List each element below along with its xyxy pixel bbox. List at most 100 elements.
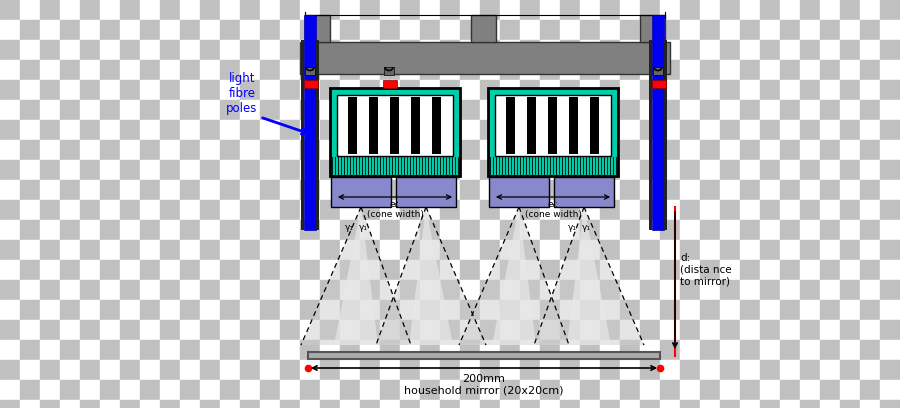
Bar — [680, 160, 700, 180]
Bar — [380, 200, 400, 220]
Bar — [580, 320, 600, 340]
Bar — [260, 40, 280, 60]
Bar — [100, 320, 120, 340]
Bar — [640, 140, 660, 160]
Bar — [320, 200, 340, 220]
Bar — [400, 280, 420, 300]
Bar — [548, 97, 557, 154]
Bar — [780, 180, 800, 200]
Bar — [480, 80, 500, 100]
Bar — [560, 40, 580, 60]
Bar — [160, 240, 180, 260]
Bar — [420, 180, 440, 200]
Bar — [820, 220, 840, 240]
Bar — [840, 240, 860, 260]
Bar — [260, 160, 280, 180]
Bar — [460, 180, 480, 200]
Bar — [500, 20, 520, 40]
Bar — [840, 280, 860, 300]
Bar — [300, 280, 320, 300]
Bar — [320, 260, 340, 280]
Bar — [260, 0, 280, 20]
Bar — [800, 180, 820, 200]
Bar — [0, 100, 20, 120]
Bar — [400, 160, 420, 180]
Bar — [580, 280, 600, 300]
Bar — [180, 360, 200, 380]
Bar — [420, 20, 440, 40]
Bar — [300, 380, 320, 400]
Bar — [340, 320, 360, 340]
Bar — [200, 200, 220, 220]
Bar — [760, 280, 780, 300]
Bar — [720, 340, 740, 360]
Bar — [660, 20, 680, 40]
Bar — [840, 180, 860, 200]
Bar — [780, 120, 800, 140]
Bar — [0, 40, 20, 60]
Bar — [740, 60, 760, 80]
Bar — [400, 360, 420, 380]
Bar — [220, 60, 240, 80]
Bar — [200, 300, 220, 320]
Bar — [840, 160, 860, 180]
Bar — [460, 360, 480, 380]
Bar — [440, 380, 460, 400]
Bar — [860, 80, 880, 100]
Bar — [40, 100, 60, 120]
Bar — [700, 200, 720, 220]
Bar — [120, 60, 140, 80]
Bar — [600, 300, 620, 320]
Bar — [880, 160, 900, 180]
Bar — [80, 240, 100, 260]
Bar — [380, 60, 400, 80]
Bar — [440, 120, 460, 140]
Bar — [280, 0, 300, 20]
Bar — [620, 380, 640, 400]
Bar — [120, 280, 140, 300]
Bar — [720, 260, 740, 280]
Bar — [440, 400, 460, 408]
Bar — [100, 400, 120, 408]
Bar — [660, 200, 680, 220]
Bar — [880, 200, 900, 220]
Bar — [460, 80, 480, 100]
Bar — [300, 340, 320, 360]
Bar — [0, 340, 20, 360]
Bar — [220, 200, 240, 220]
Bar — [320, 380, 340, 400]
Bar — [569, 97, 578, 154]
Bar — [680, 140, 700, 160]
Bar — [180, 260, 200, 280]
Bar — [40, 400, 60, 408]
Bar — [620, 40, 640, 60]
Bar — [820, 300, 840, 320]
Bar — [440, 200, 460, 220]
Bar — [0, 180, 20, 200]
Bar — [600, 0, 620, 20]
Bar — [560, 380, 580, 400]
Bar — [160, 20, 180, 40]
Bar — [140, 0, 160, 20]
Bar — [360, 200, 380, 220]
Bar — [840, 320, 860, 340]
Bar — [560, 320, 580, 340]
Bar — [380, 320, 400, 340]
Bar — [340, 200, 360, 220]
Text: light
fibre
poles: light fibre poles — [226, 72, 257, 115]
Bar — [320, 180, 340, 200]
Bar — [680, 20, 700, 40]
Bar — [540, 60, 560, 80]
Bar — [240, 100, 260, 120]
Bar — [780, 100, 800, 120]
Bar — [840, 340, 860, 360]
Bar — [100, 180, 120, 200]
Polygon shape — [301, 207, 411, 345]
Bar — [700, 140, 720, 160]
Bar — [260, 400, 280, 408]
Bar — [300, 260, 320, 280]
Polygon shape — [567, 207, 611, 345]
Bar — [840, 80, 860, 100]
Bar — [740, 360, 760, 380]
Bar — [880, 380, 900, 400]
